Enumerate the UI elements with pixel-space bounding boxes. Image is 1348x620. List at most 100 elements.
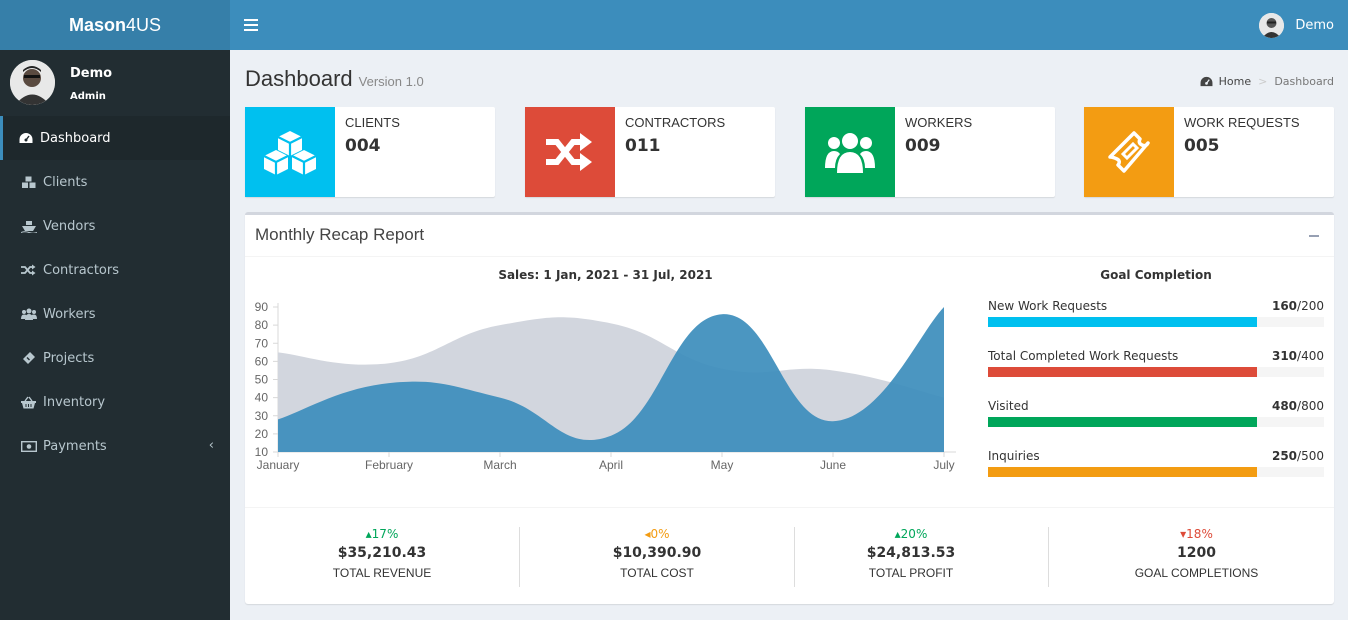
x-tick-label: July	[933, 458, 954, 472]
user-role: Admin	[70, 91, 106, 102]
goal-progress-inquiries: Inquiries 250/500	[988, 449, 1324, 489]
goal-total: /800	[1297, 399, 1324, 413]
goal-label: New Work Requests	[988, 299, 1108, 313]
info-box-value: 011	[625, 136, 661, 156]
top-navbar: Demo	[230, 0, 1348, 50]
panel-footer-divider	[245, 507, 1334, 508]
cubes-icon	[20, 175, 37, 189]
x-tick-label: May	[711, 458, 734, 472]
stat-percentage-text: 0%	[650, 527, 670, 541]
info-box-contractors[interactable]: CONTRACTORS 011	[525, 107, 775, 197]
info-box-workers[interactable]: WORKERS 009	[805, 107, 1055, 197]
stat-total-revenue: ▴17% $35,210.43 TOTAL REVENUE	[245, 527, 520, 587]
sidebar-item-label: Dashboard	[40, 130, 111, 146]
avatar	[1259, 13, 1285, 38]
chart-title: Sales: 1 Jan, 2021 - 31 Jul, 2021	[498, 268, 713, 282]
sidebar-item-label: Clients	[43, 174, 88, 190]
stat-label: TOTAL COST	[620, 566, 694, 580]
cubes-icon	[245, 107, 335, 197]
breadcrumb-current: Dashboard	[1274, 75, 1334, 88]
info-box-label: WORK REQUESTS	[1184, 115, 1300, 130]
stat-amount: $10,390.90	[612, 545, 702, 561]
sidebar-item-label: Contractors	[43, 262, 119, 278]
avatar	[10, 60, 55, 105]
goal-total: /400	[1297, 349, 1324, 363]
sidebar-item-label: Inventory	[43, 394, 106, 410]
y-tick-label: 20	[255, 427, 269, 441]
stat-label: TOTAL REVENUE	[332, 566, 432, 580]
sidebar-item-vendors[interactable]: Vendors	[0, 204, 230, 248]
y-tick-label: 80	[255, 318, 269, 332]
stat-goal-completions: ▾18% 1200 GOAL COMPLETIONS	[1059, 527, 1334, 587]
sidebar-item-projects[interactable]: Projects	[0, 336, 230, 380]
caret-up-icon: ▴	[894, 527, 901, 541]
stat-amount: $24,813.53	[866, 545, 956, 561]
goal-current: 250	[1271, 449, 1298, 463]
goal-current: 160	[1271, 299, 1298, 313]
stat-percentage: ◂0%	[520, 527, 794, 544]
breadcrumb: Home > Dashboard	[1200, 75, 1334, 88]
sidebar-menu: Dashboard Clients Vendors Contractors Wo…	[0, 116, 230, 468]
users-icon	[20, 307, 37, 321]
dashboard-icon	[17, 131, 34, 145]
x-tick-label: April	[599, 458, 623, 472]
sidebar-item-label: Vendors	[43, 218, 96, 234]
user-panel: Demo Admin	[0, 50, 230, 116]
info-box-value: 009	[905, 136, 941, 156]
panel-divider	[245, 256, 1334, 257]
goal-value: 310/400	[1272, 349, 1324, 363]
panel-title: Monthly Recap Report	[255, 225, 425, 244]
random-icon	[20, 263, 37, 277]
progress-fill	[988, 317, 1257, 327]
sidebar-item-payments[interactable]: Payments ‹	[0, 424, 230, 468]
top-user-menu[interactable]: Demo	[1259, 13, 1334, 38]
stat-percentage-text: 17%	[371, 527, 399, 541]
info-box-clients[interactable]: CLIENTS 004	[245, 107, 495, 197]
ticket-icon	[1084, 107, 1174, 197]
goal-progress-visited: Visited 480/800	[988, 399, 1324, 439]
y-tick-label: 10	[255, 445, 269, 459]
goal-label: Total Completed Work Requests	[988, 349, 1179, 363]
stat-label: TOTAL PROFIT	[868, 566, 954, 580]
collapse-icon[interactable]	[1309, 235, 1319, 237]
x-tick-label: February	[365, 458, 413, 472]
stat-percentage: ▴17%	[245, 527, 519, 544]
content-area: Dashboard Version 1.0 Home > Dashboard CL…	[230, 50, 1348, 620]
breadcrumb-separator: >	[1258, 75, 1268, 88]
info-box-value: 004	[345, 136, 381, 156]
sidebar-toggle-icon[interactable]	[244, 16, 258, 34]
x-tick-label: March	[483, 458, 516, 472]
info-box-work-requests[interactable]: WORK REQUESTS 005	[1084, 107, 1334, 197]
stat-percentage: ▴20%	[774, 527, 1048, 544]
progress-track	[988, 467, 1324, 477]
sidebar-item-workers[interactable]: Workers	[0, 292, 230, 336]
info-box-value: 005	[1184, 136, 1220, 156]
stat-amount: $35,210.43	[337, 545, 427, 561]
info-box-label: WORKERS	[905, 115, 973, 130]
sidebar-item-dashboard[interactable]: Dashboard	[0, 116, 230, 160]
progress-track	[988, 417, 1324, 427]
breadcrumb-home[interactable]: Home	[1218, 75, 1252, 88]
stat-total-cost: ◂0% $10,390.90 TOTAL COST	[520, 527, 795, 587]
brand-logo-bold: Mason	[68, 15, 126, 35]
sidebar-item-label: Projects	[43, 350, 95, 366]
brand-logo[interactable]: Mason4US	[0, 0, 230, 50]
random-icon	[525, 107, 615, 197]
progress-track	[988, 367, 1324, 377]
sidebar-item-inventory[interactable]: Inventory	[0, 380, 230, 424]
y-tick-label: 90	[255, 300, 269, 314]
sidebar-item-clients[interactable]: Clients	[0, 160, 230, 204]
x-tick-label: June	[820, 458, 846, 472]
goal-value: 160/200	[1272, 299, 1324, 313]
y-tick-label: 60	[255, 354, 269, 368]
dashboard-icon	[1200, 76, 1213, 87]
progress-fill	[988, 367, 1257, 377]
goal-current: 480	[1271, 399, 1298, 413]
goal-completion-title: Goal Completion	[1100, 268, 1212, 282]
goal-current: 310	[1271, 349, 1298, 363]
goal-label: Inquiries	[988, 449, 1040, 463]
money-icon	[20, 439, 37, 453]
stat-label: GOAL COMPLETIONS	[1134, 566, 1259, 580]
caret-up-icon: ▴	[365, 527, 372, 541]
sidebar-item-contractors[interactable]: Contractors	[0, 248, 230, 292]
